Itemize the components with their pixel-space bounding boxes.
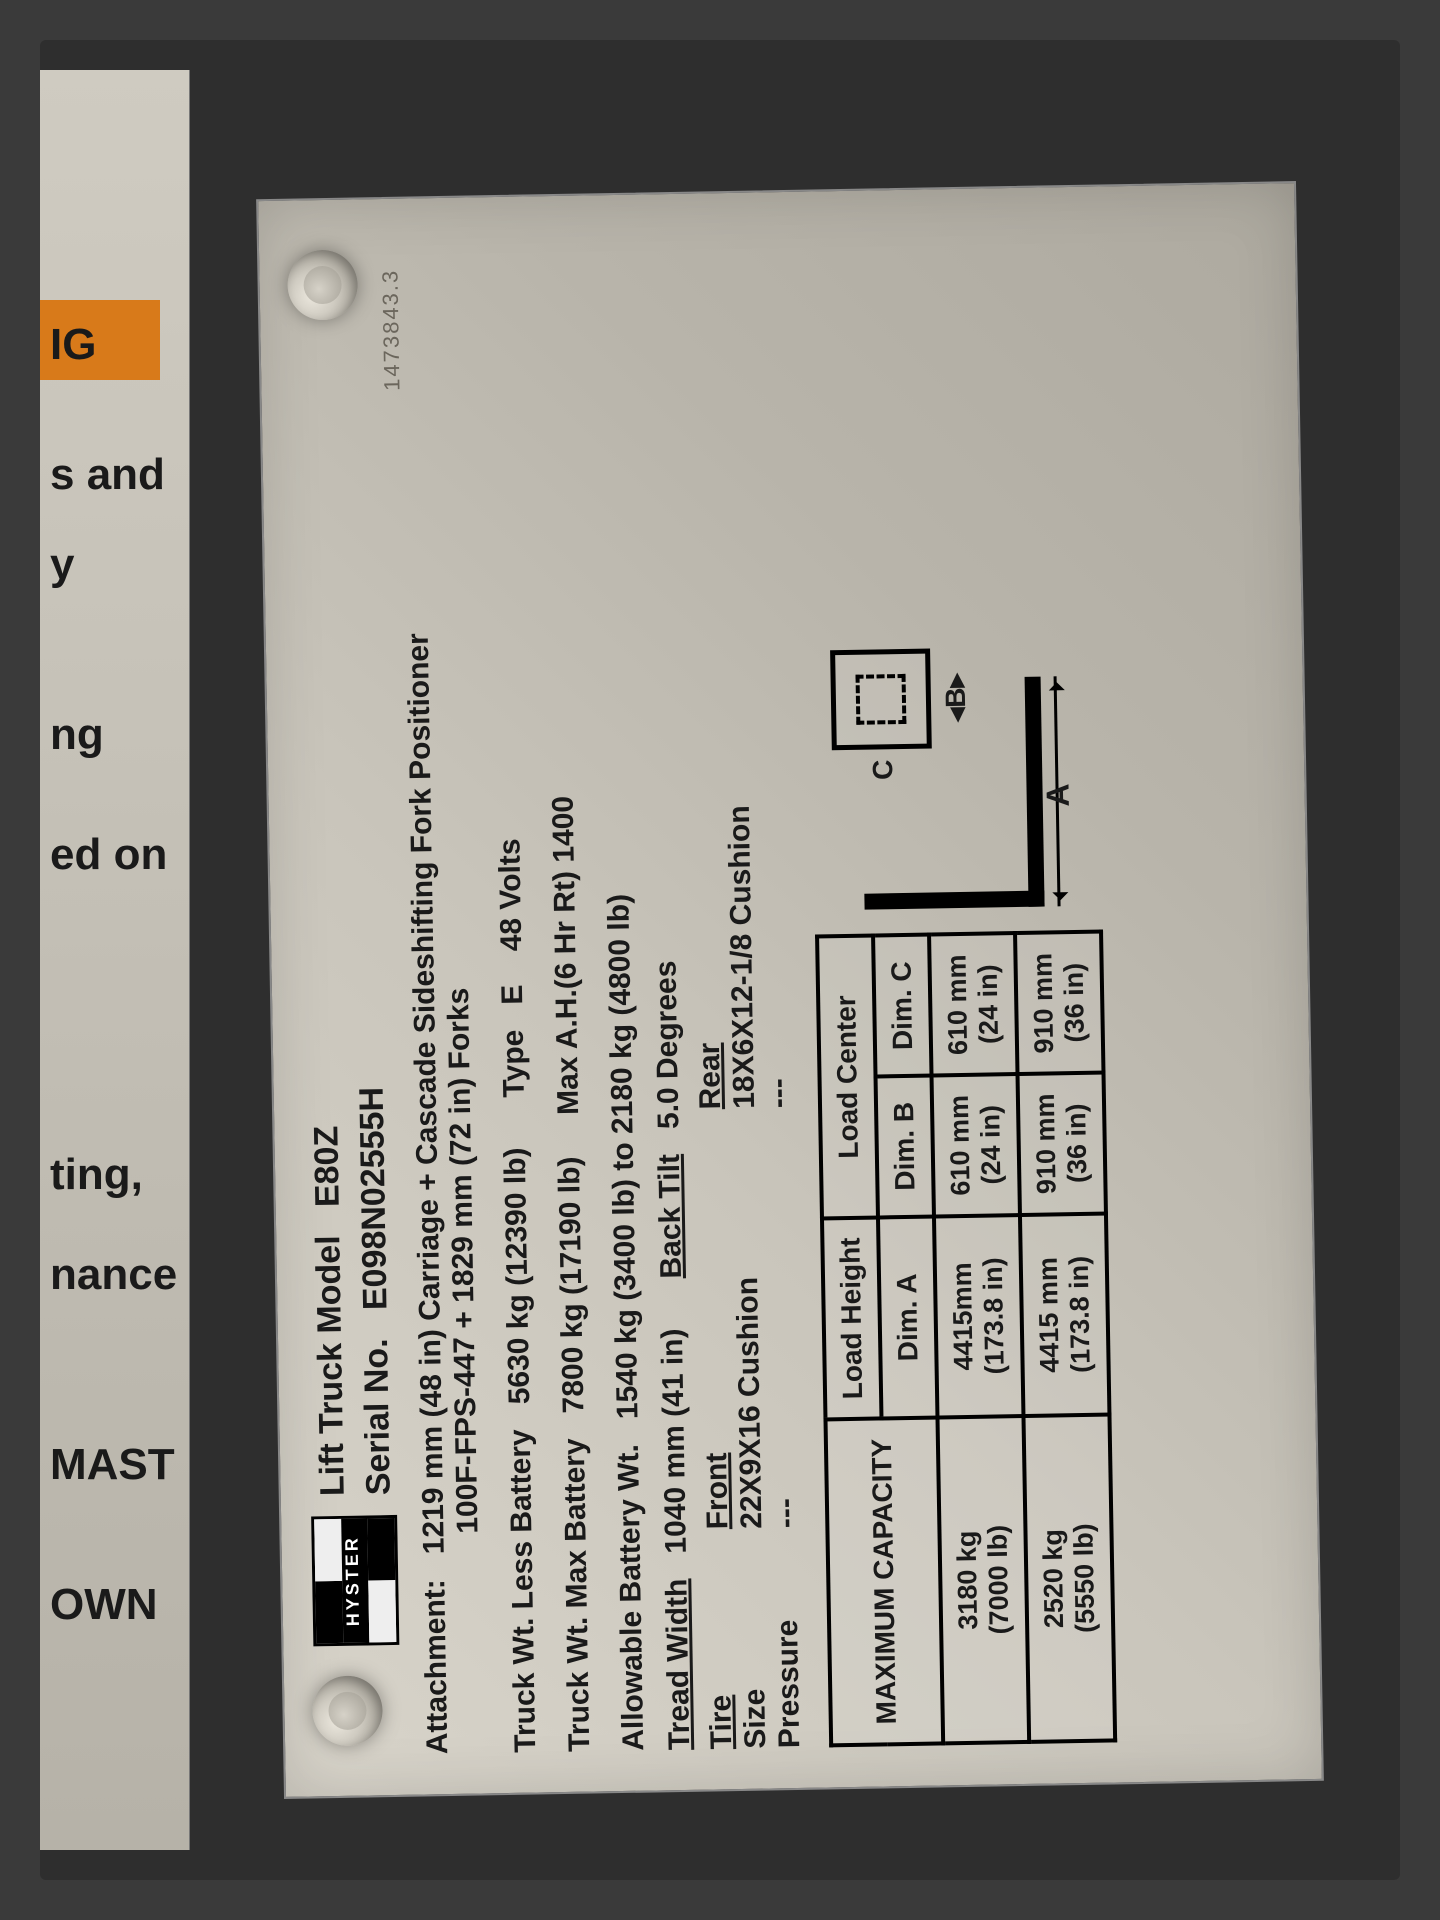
header-dim-b: Dim. B <box>875 1076 933 1218</box>
b-in: (36 in) <box>1061 1093 1094 1194</box>
cap-lb: (7000 lb) <box>981 1437 1017 1723</box>
backtilt-label: Back Tilt <box>653 1154 688 1279</box>
type-value: E <box>496 984 529 1005</box>
header-dim-c: Dim. C <box>873 935 931 1077</box>
cap-cell: 3180 kg (7000 lb) <box>937 1416 1029 1743</box>
capacity-area: MAXIMUM CAPACITY Load Height Load Center… <box>803 227 1117 1748</box>
cap-lb: (5550 lb) <box>1067 1435 1103 1721</box>
b-mm: 610 mm <box>944 1095 977 1196</box>
plate-part-number: 1473843.3 <box>377 269 405 391</box>
volts-value: 48 Volts <box>493 838 528 951</box>
type-label: Type <box>496 1029 530 1097</box>
allowable-label: Allowable Battery Wt. <box>612 1444 650 1751</box>
logo-square <box>314 1519 342 1581</box>
logo-brand: HYSTER <box>341 1518 370 1642</box>
plate-rotation-wrap: 1473843.3 HYSTER Lift Truck Model E80Z <box>0 426 1440 1554</box>
diagram-b-text: B <box>940 687 971 708</box>
logo-square <box>369 1580 397 1642</box>
hyster-logo: HYSTER <box>311 1515 399 1646</box>
wt-less-value: 5630 kg (12390 lb) <box>498 1147 535 1404</box>
plate-header: HYSTER Lift Truck Model E80Z Serial No. … <box>289 239 405 1646</box>
tread-block: Tread Width 1040 mm (41 in) <box>656 1328 697 1750</box>
size-label: Size <box>735 1528 773 1749</box>
cap-cell: 910 mm (36 in) <box>1017 1073 1105 1215</box>
diagram-label-c: C <box>867 759 899 780</box>
diagram-mast <box>864 891 1044 910</box>
cap-cell: 4415 mm (173.8 in) <box>1020 1213 1110 1416</box>
table-row: 3180 kg (7000 lb) 4415mm (173.8 in) 610 … <box>929 933 1029 1743</box>
photo-frame: IG s and y ng ed on ting, nance MAST OWN… <box>40 40 1400 1880</box>
cap-kg: 3180 kg <box>950 1437 986 1723</box>
header-load-height: Load Height <box>822 1217 882 1420</box>
tire-grid: Tire Front Rear Size 22X9X16 Cushion 18X… <box>679 232 807 1750</box>
wt-less-label: Truck Wt. Less Battery <box>503 1429 542 1753</box>
cap-cell: 610 mm (24 in) <box>929 933 1017 1075</box>
pressure-front: --- <box>762 1108 803 1529</box>
c-mm: 910 mm <box>1027 953 1060 1054</box>
wt-less-line: Truck Wt. Less Battery 5630 kg (12390 lb… <box>483 237 543 1753</box>
attachment-label: Attachment: <box>418 1579 454 1755</box>
model-value: E80Z <box>307 1125 346 1207</box>
rivet-top-left <box>312 1675 383 1746</box>
c-in: (24 in) <box>972 954 1005 1055</box>
load-diagram: A ◂B▸ C <box>819 616 1084 920</box>
backtilt-block: Back Tilt 5.0 Degrees <box>649 960 689 1279</box>
wt-max-value: 7800 kg (17190 lb) <box>553 1156 590 1413</box>
diagram-label-b: ◂B▸ <box>938 673 972 722</box>
a-mm: 4415 mm <box>1032 1234 1066 1396</box>
title-block: Lift Truck Model E80Z Serial No. E098N02… <box>304 1087 403 1497</box>
capacity-table: MAXIMUM CAPACITY Load Height Load Center… <box>815 930 1117 1748</box>
warn-frag: IG <box>50 320 96 370</box>
serial-line: Serial No. E098N02555H <box>350 1087 403 1496</box>
serial-label: Serial No. <box>357 1338 398 1495</box>
model-label: Lift Truck Model <box>309 1235 352 1496</box>
wt-max-label: Truck Wt. Max Battery <box>558 1438 596 1752</box>
table-row: 2520 kg (5550 lb) 4415 mm (173.8 in) 910… <box>1015 932 1115 1742</box>
b-mm: 910 mm <box>1030 1093 1063 1194</box>
pressure-rear: --- <box>755 688 796 1109</box>
a-in: (173.8 in) <box>1063 1233 1097 1395</box>
maxah-value: 1400 <box>546 796 580 863</box>
allowable-value: 1540 kg (3400 lb) to 2180 kg (4800 lb) <box>602 894 644 1420</box>
cap-cell: 610 mm (24 in) <box>931 1074 1019 1216</box>
data-plate: 1473843.3 HYSTER Lift Truck Model E80Z <box>256 181 1324 1799</box>
cap-cell: 2520 kg (5550 lb) <box>1023 1415 1115 1742</box>
logo-square <box>315 1581 343 1643</box>
c-mm: 610 mm <box>941 954 974 1055</box>
tread-value: 1040 mm (41 in) <box>656 1328 693 1554</box>
cap-cell: 4415mm (173.8 in) <box>934 1215 1024 1418</box>
b-in: (24 in) <box>975 1094 1008 1195</box>
diagram-inner-box <box>855 674 906 725</box>
warn-frag: OWN <box>50 1580 158 1630</box>
logo-square <box>367 1518 395 1580</box>
backtilt-value: 5.0 Degrees <box>649 960 685 1129</box>
a-in: (173.8 in) <box>977 1235 1011 1397</box>
wt-max-line: Truck Wt. Max Battery 7800 kg (17190 lb)… <box>537 236 597 1752</box>
tire-label: Tire <box>701 1529 739 1750</box>
cap-kg: 2520 kg <box>1036 1436 1072 1722</box>
diagram-label-a: A <box>1039 783 1076 807</box>
header-max-capacity: MAXIMUM CAPACITY <box>825 1418 943 1746</box>
pressure-label: Pressure <box>769 1528 807 1749</box>
c-in: (36 in) <box>1058 952 1091 1053</box>
cap-cell: 910 mm (36 in) <box>1015 932 1103 1074</box>
header-load-center: Load Center <box>817 936 878 1218</box>
model-line: Lift Truck Model E80Z <box>304 1087 357 1496</box>
tread-label: Tread Width <box>660 1578 696 1750</box>
header-dim-a: Dim. A <box>878 1216 938 1419</box>
maxah-label: Max A.H.(6 Hr Rt) <box>548 871 585 1115</box>
a-mm: 4415mm <box>946 1235 980 1397</box>
serial-value: E098N02555H <box>353 1087 395 1311</box>
